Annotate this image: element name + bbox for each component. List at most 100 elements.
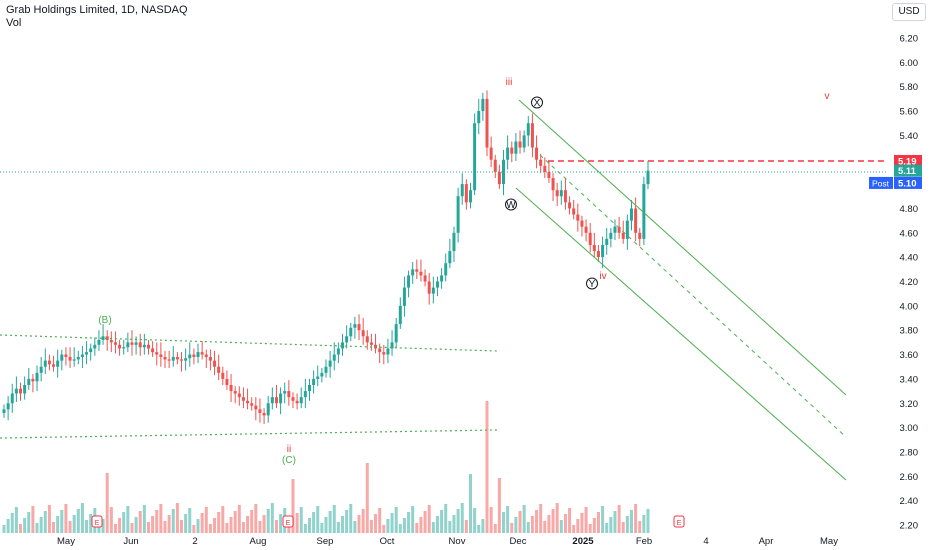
volume-bar — [341, 516, 345, 533]
channel-upper-line — [518, 99, 847, 396]
candle-body — [118, 344, 122, 349]
candle-body — [320, 372, 324, 377]
candle-body — [411, 269, 415, 276]
volume-bar — [576, 519, 580, 533]
volume-bar — [382, 525, 386, 533]
volume-bar — [138, 511, 142, 533]
candle-body — [601, 244, 605, 258]
candle-body — [43, 360, 47, 367]
candle-body — [76, 356, 80, 360]
volume-bar — [56, 516, 60, 533]
candle-body — [592, 244, 596, 252]
candle-body — [213, 360, 217, 367]
wave-label-circle — [531, 96, 543, 109]
volume-bar — [31, 506, 35, 533]
volume-bar — [250, 510, 254, 533]
candle-body — [456, 196, 460, 233]
candle-body — [634, 208, 638, 233]
volume-bar — [460, 503, 464, 533]
volume-bar — [353, 521, 357, 533]
earnings-marker-label: E — [286, 520, 291, 527]
wave-label: W — [506, 200, 516, 211]
volume-bar — [617, 505, 621, 533]
candle-body — [196, 352, 200, 357]
volume-bar — [85, 520, 89, 533]
candle-body — [497, 171, 501, 185]
candle-body — [31, 378, 35, 382]
volume-bar — [196, 519, 200, 533]
volume-bar — [262, 515, 266, 533]
candle-body — [80, 354, 84, 357]
volume-bar — [291, 479, 295, 533]
wave-label: iii — [506, 77, 513, 88]
candle-body — [485, 98, 489, 148]
wave-label: Y — [589, 279, 596, 290]
y-tick-label: 3.60 — [900, 350, 919, 361]
volume-bar — [246, 516, 250, 533]
candle-body — [283, 391, 287, 394]
x-tick-label: May — [820, 536, 838, 547]
candle-body — [452, 232, 456, 252]
candle-body — [386, 348, 390, 355]
candle-body — [208, 356, 212, 361]
volume-bar — [274, 520, 278, 533]
y-tick-label: 5.60 — [900, 107, 919, 118]
volume-bar — [233, 511, 237, 533]
volume-bar — [27, 512, 31, 533]
volume-bar — [506, 506, 510, 533]
candle-body — [287, 391, 291, 398]
candlesticks — [2, 90, 650, 424]
volume-bar — [101, 519, 105, 533]
volume-bar — [118, 518, 122, 533]
price-tag-text: 5.11 — [898, 166, 917, 177]
candle-body — [506, 147, 510, 160]
volume-bar — [625, 516, 629, 533]
wave-label-circle — [505, 198, 517, 211]
volume-bar — [493, 524, 497, 533]
volume-bar — [213, 518, 217, 533]
candle-body — [146, 344, 150, 349]
wave-label: (B) — [98, 315, 111, 326]
volume-bar — [530, 516, 534, 533]
volume-bar — [588, 524, 592, 533]
volume-bar — [39, 517, 43, 533]
price-tag-text: 5.19 — [898, 156, 917, 167]
candle-body — [229, 384, 233, 392]
volume-bar — [514, 517, 518, 533]
volume-bar — [551, 509, 555, 533]
volume-bar — [448, 521, 452, 533]
candle-body — [349, 327, 353, 337]
volume-bar — [592, 518, 596, 533]
wave-label: ii — [287, 444, 291, 455]
candle-body — [225, 378, 229, 385]
volume-bar — [555, 503, 559, 533]
volume-bar — [539, 504, 543, 533]
candle-body — [6, 403, 10, 410]
volume-bar — [171, 509, 175, 533]
volume-bar — [489, 507, 493, 533]
volume-bar — [369, 520, 373, 533]
candle-body — [584, 226, 588, 233]
volume-bar — [146, 522, 150, 533]
price-tags: 5.195.115.10 Post — [869, 154, 922, 189]
volume-bar — [316, 506, 320, 533]
candle-body — [605, 238, 609, 245]
earnings-marker-label: E — [677, 520, 682, 527]
volume-bar — [510, 523, 514, 533]
y-tick-label: 2.80 — [900, 447, 919, 458]
candle-body — [72, 359, 76, 361]
volume-bar — [386, 519, 390, 533]
candle-body — [493, 159, 497, 172]
candle-body — [241, 397, 245, 401]
x-tick-label: May — [57, 536, 75, 547]
volume-bar — [634, 504, 638, 533]
volume-bar — [80, 503, 84, 533]
candle-body — [303, 391, 307, 398]
x-tick-label: Feb — [636, 536, 652, 547]
volume-bar — [43, 511, 47, 533]
candle-body — [518, 141, 522, 148]
volume-bar — [638, 521, 642, 533]
currency-button[interactable]: USD — [892, 3, 926, 21]
candle-body — [274, 397, 278, 404]
